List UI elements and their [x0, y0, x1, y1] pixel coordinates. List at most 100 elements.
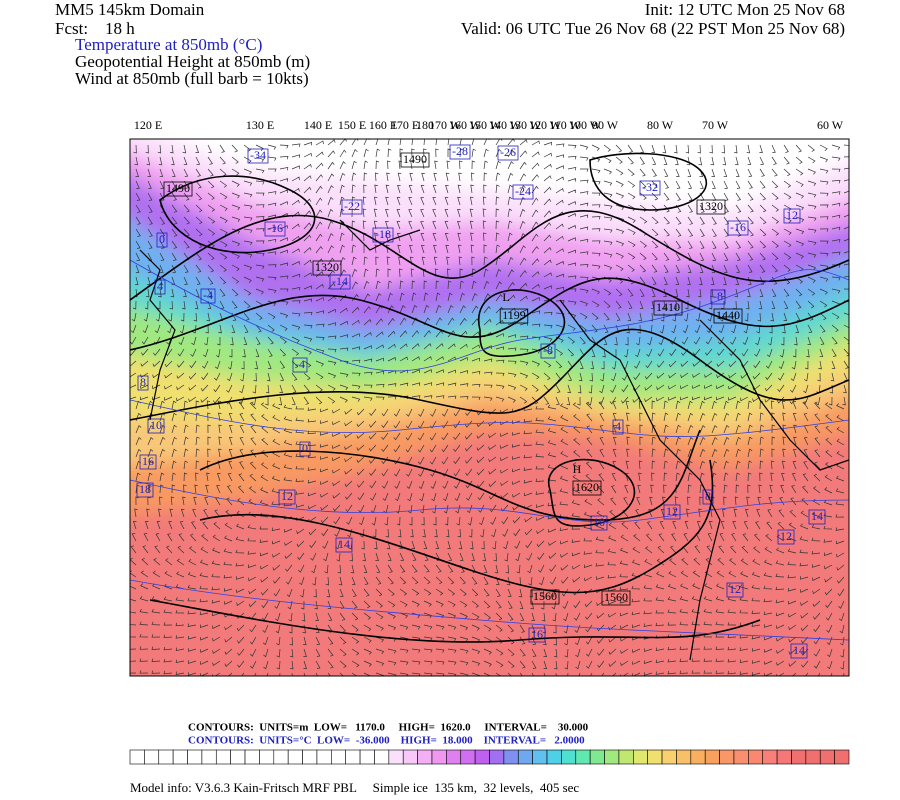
colorbar-box — [575, 749, 591, 765]
contour-label-box — [136, 482, 154, 498]
colorbar-box — [374, 749, 390, 765]
colorbar-box — [690, 749, 706, 765]
contour-label: -34 — [250, 148, 266, 162]
colorbar-box — [791, 749, 807, 765]
longitude-label: 80 W — [647, 118, 674, 132]
contour-label: 1320 — [699, 199, 723, 213]
longitude-label: 60 W — [817, 118, 844, 132]
contour-label-box — [702, 489, 714, 505]
colorbar-box — [259, 749, 275, 765]
colorbar-box — [402, 749, 418, 765]
contour-label: 1560 — [604, 590, 628, 604]
contour-label: 8 — [705, 489, 711, 503]
longitude-label: 160 E — [369, 118, 397, 132]
colorbar-box — [503, 749, 519, 765]
colorbar-box — [546, 749, 562, 765]
contour-label: -28 — [452, 144, 468, 158]
longitude-label: 130 E — [246, 118, 274, 132]
contour-label: 16 — [531, 627, 543, 641]
colorbar-box — [431, 749, 447, 765]
longitude-label: 170 E — [391, 118, 419, 132]
contour-label-box — [312, 260, 342, 276]
contour-label-box — [147, 418, 165, 434]
contour-label: -32 — [642, 180, 658, 194]
longitude-label: 160 W — [449, 118, 482, 132]
colorbar-box — [201, 749, 217, 765]
contour-label: 10 — [150, 418, 162, 432]
model-info: Model info: V3.6.3 Kain-Fritsch MRF PBL … — [130, 780, 579, 795]
longitude-label: 140 W — [489, 118, 522, 132]
contour-label-box — [530, 589, 560, 605]
contour-label-box — [727, 220, 749, 236]
contour-label-box — [200, 288, 216, 304]
contour-label: 0 — [159, 232, 165, 246]
init-time: Init: 12 UTC Mon 25 Nov 68 — [645, 0, 845, 19]
contour-label-box — [710, 289, 726, 305]
pressure-center: L — [502, 290, 509, 304]
contour-label-box — [612, 419, 624, 435]
colorbar-box — [230, 749, 246, 765]
contour-label: -22 — [344, 199, 360, 213]
colorbar-box — [144, 749, 160, 765]
contour-label: 12 — [786, 208, 798, 222]
colorbar-box — [474, 749, 490, 765]
contour-label-box — [696, 199, 726, 215]
colorbar-box — [532, 749, 548, 765]
contour-label: -16 — [730, 220, 746, 234]
contour-label: 4 — [157, 279, 163, 293]
contour-label: -24 — [515, 184, 531, 198]
contour-label-box — [540, 343, 556, 359]
contour-label-box — [808, 509, 826, 525]
colorbar-box — [647, 749, 663, 765]
contour-label-box — [372, 227, 394, 243]
field-name: Temperature at 850mb (°C) — [75, 35, 262, 54]
colorbar-box — [331, 749, 347, 765]
colorbar-box — [517, 749, 533, 765]
colorbar-box — [632, 749, 648, 765]
colorbar-box — [676, 749, 692, 765]
contour-label-box — [329, 274, 351, 290]
colorbar-box — [215, 749, 231, 765]
contour-label-box — [572, 480, 602, 496]
temperature-contour-info: CONTOURS: UNITS=°C LOW= -36.000 HIGH= 18… — [188, 735, 585, 747]
contour-label-box — [783, 208, 801, 224]
contour-label: 1440 — [716, 308, 740, 322]
contour-label: 1410 — [656, 300, 680, 314]
colorbar-box — [704, 749, 720, 765]
colorbar-box — [834, 749, 850, 765]
contour-label: 16 — [142, 454, 154, 468]
colorbar-box — [302, 749, 318, 765]
contour-label: -26 — [500, 145, 516, 159]
colorbar-box — [129, 749, 145, 765]
contour-label-box — [449, 144, 471, 160]
colorbar-box — [287, 749, 303, 765]
longitude-label: 120 E — [134, 118, 162, 132]
wind-barbs — [130, 139, 849, 676]
forecast-hour: Fcst: 18 h — [55, 19, 135, 38]
shade-band — [172, 139, 849, 210]
contour-label-box — [713, 308, 743, 324]
contour-label-box — [137, 375, 149, 391]
colorbar-box — [661, 749, 677, 765]
domain-title: MM5 145km Domain — [55, 0, 205, 19]
contour-label: 18 — [139, 482, 151, 496]
colorbar-box — [172, 749, 188, 765]
contour-label-box — [278, 489, 296, 505]
contour-label: 1199 — [502, 308, 526, 322]
contour-label-box — [247, 148, 269, 164]
field-name: Wind at 850mb (full barb = 10kts) — [75, 69, 309, 88]
contour-label: 0 — [302, 441, 308, 455]
contour-label: 1620 — [575, 480, 599, 494]
height-contours — [130, 152, 849, 643]
contour-label: 1490 — [166, 181, 190, 195]
pressure-center: H — [573, 462, 582, 476]
contour-label: 1320 — [315, 260, 339, 274]
colorbar-box — [618, 749, 634, 765]
contour-label: 14 — [338, 537, 350, 551]
colorbar-box — [446, 749, 462, 765]
contour-label-box — [335, 537, 353, 553]
contour-label: -14 — [332, 274, 348, 288]
contour-label-box — [512, 184, 534, 200]
colorbar-box — [561, 749, 577, 765]
